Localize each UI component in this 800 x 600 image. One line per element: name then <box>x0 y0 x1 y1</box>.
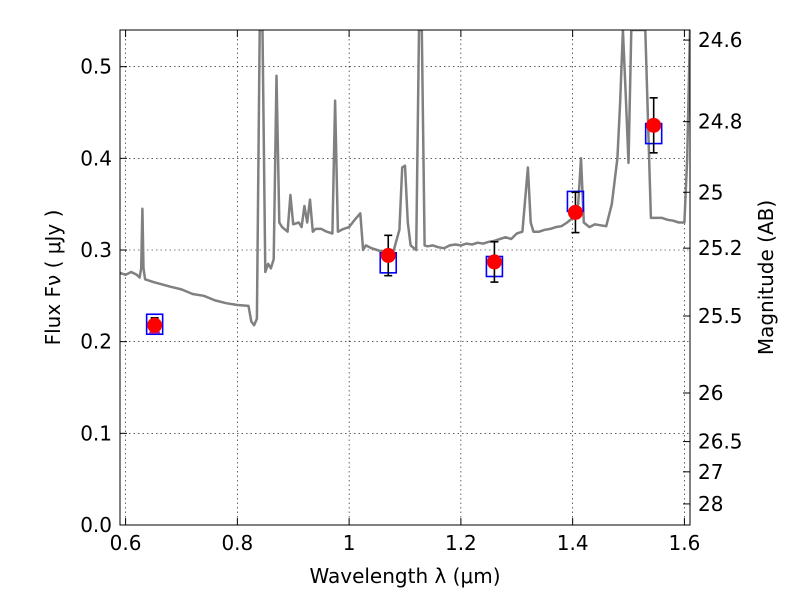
right-tick-label: 27 <box>698 460 723 484</box>
right-tick-label: 26.5 <box>698 430 743 454</box>
y-tick-label: 0.3 <box>80 238 112 262</box>
x-tick-label: 1 <box>343 531 356 555</box>
observed-point <box>646 117 662 133</box>
x-tick-label: 1.4 <box>557 531 589 555</box>
right-tick-label: 26 <box>698 381 723 405</box>
x-tick-label: 1.2 <box>445 531 477 555</box>
x-tick-label: 0.6 <box>110 531 142 555</box>
y-tick-label: 0.5 <box>80 55 112 79</box>
grid <box>120 30 690 526</box>
markers <box>145 97 663 336</box>
observed-point <box>380 248 396 263</box>
spectrum-line <box>120 30 690 327</box>
x-axis-title: Wavelength λ (μm) <box>309 564 500 588</box>
y-tick-label: 0.4 <box>80 146 112 170</box>
model-point <box>145 313 164 336</box>
right-tick-label: 25 <box>698 180 723 204</box>
right-tick-label: 24.6 <box>698 28 743 52</box>
right-tick-label: 25.5 <box>698 304 743 328</box>
plot-area <box>120 30 690 327</box>
plot-frame <box>119 29 691 526</box>
x-tick-label: 0.8 <box>221 531 253 555</box>
axes: 0.6 0.8 1 1.2 1.4 1.6 0.0 0.1 0.2 0.3 0.4 0.5 24.6 24… <box>80 28 742 555</box>
y-tick-label: 0.2 <box>80 330 112 354</box>
right-tick-label: 25.2 <box>698 236 743 260</box>
x-tick-label: 1.6 <box>669 531 701 555</box>
right-tick-label: 28 <box>698 492 723 516</box>
right-axis-title: Magnitude (AB) <box>754 200 778 355</box>
observed-point <box>486 254 502 270</box>
y-tick-label: 0.0 <box>80 513 112 537</box>
y-axis-title: Flux Fν ( μJy ) <box>41 210 65 346</box>
observed-point <box>147 317 163 333</box>
observed-point <box>567 204 583 220</box>
right-tick-label: 24.8 <box>698 110 743 134</box>
y-tick-label: 0.1 <box>80 421 112 445</box>
